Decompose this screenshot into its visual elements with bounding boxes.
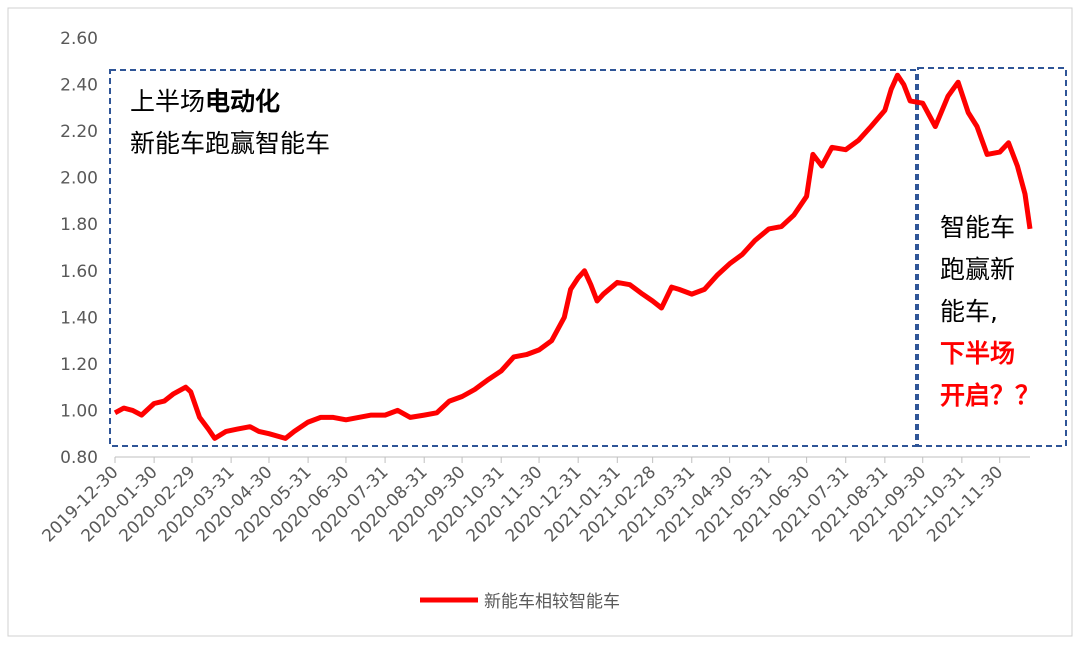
y-tick-label: 1.80 <box>60 215 98 235</box>
y-tick-label: 0.80 <box>60 448 98 468</box>
annotation: 下半场 <box>940 339 1015 368</box>
annotation: 智能车 <box>940 213 1015 242</box>
annotation-part: 开启？？ <box>940 381 1040 410</box>
y-tick-label: 2.00 <box>60 169 98 189</box>
annotation: 跑赢新 <box>940 255 1015 284</box>
annotation-box <box>109 69 917 447</box>
annotation-part: 电动化 <box>205 87 280 116</box>
y-tick-label: 2.20 <box>60 122 98 142</box>
annotation: 新能车跑赢智能车 <box>130 129 330 158</box>
annotation: 开启？？ <box>940 381 1040 410</box>
annotation-part: 跑赢新 <box>940 255 1015 284</box>
annotation-part: 上半场 <box>130 87 205 116</box>
annotation-part: 新能车跑赢智能车 <box>130 129 330 158</box>
annotation-part: 能车, <box>940 297 998 326</box>
annotation-part: 智能车 <box>940 213 1015 242</box>
y-tick-label: 1.60 <box>60 262 98 282</box>
data-line <box>113 72 1033 441</box>
annotation-part: 下半场 <box>940 339 1015 368</box>
y-tick-label: 1.00 <box>60 401 98 421</box>
annotation-box <box>917 67 1067 447</box>
y-tick-label: 2.40 <box>60 76 98 96</box>
annotation: 上半场电动化 <box>130 87 280 116</box>
y-tick-label: 1.40 <box>60 308 98 328</box>
annotation: 能车, <box>940 297 998 326</box>
y-tick-label: 2.60 <box>60 29 98 49</box>
chart-border <box>7 7 1073 637</box>
y-tick-label: 1.20 <box>60 355 98 375</box>
legend-label: 新能车相较智能车 <box>484 592 620 612</box>
